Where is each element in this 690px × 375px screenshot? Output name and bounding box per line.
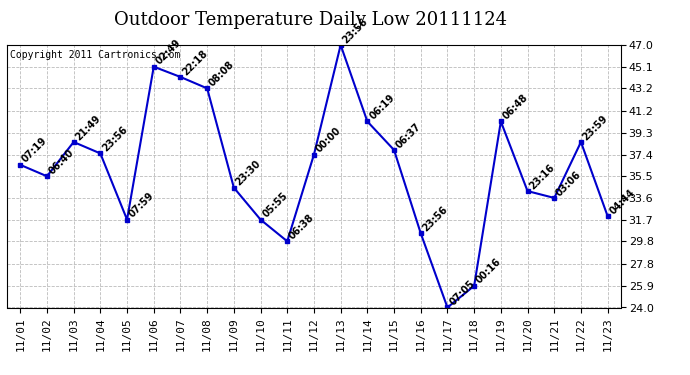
- Text: 06:19: 06:19: [367, 93, 396, 122]
- Text: 06:48: 06:48: [501, 92, 530, 122]
- Text: 23:56: 23:56: [341, 16, 370, 45]
- Text: 08:08: 08:08: [207, 59, 236, 88]
- Text: 22:18: 22:18: [181, 48, 210, 77]
- Text: 23:56: 23:56: [100, 124, 129, 153]
- Text: 06:40: 06:40: [47, 147, 76, 176]
- Text: 05:55: 05:55: [261, 190, 290, 220]
- Text: 23:56: 23:56: [421, 204, 450, 233]
- Text: 07:59: 07:59: [127, 190, 156, 220]
- Text: 06:37: 06:37: [394, 121, 423, 150]
- Text: 23:16: 23:16: [528, 162, 557, 191]
- Text: Outdoor Temperature Daily Low 20111124: Outdoor Temperature Daily Low 20111124: [114, 11, 507, 29]
- Text: 00:16: 00:16: [474, 257, 503, 286]
- Text: 04:44: 04:44: [608, 187, 637, 216]
- Text: 00:00: 00:00: [314, 126, 343, 154]
- Text: 07:05: 07:05: [447, 279, 476, 308]
- Text: 23:59: 23:59: [581, 113, 610, 142]
- Text: 02:49: 02:49: [154, 38, 183, 67]
- Text: 03:06: 03:06: [554, 169, 583, 198]
- Text: 21:49: 21:49: [74, 113, 103, 142]
- Text: 06:38: 06:38: [287, 212, 316, 241]
- Text: Copyright 2011 Cartronics.com: Copyright 2011 Cartronics.com: [10, 50, 180, 60]
- Text: 07:19: 07:19: [20, 136, 49, 165]
- Text: 23:30: 23:30: [234, 159, 263, 188]
